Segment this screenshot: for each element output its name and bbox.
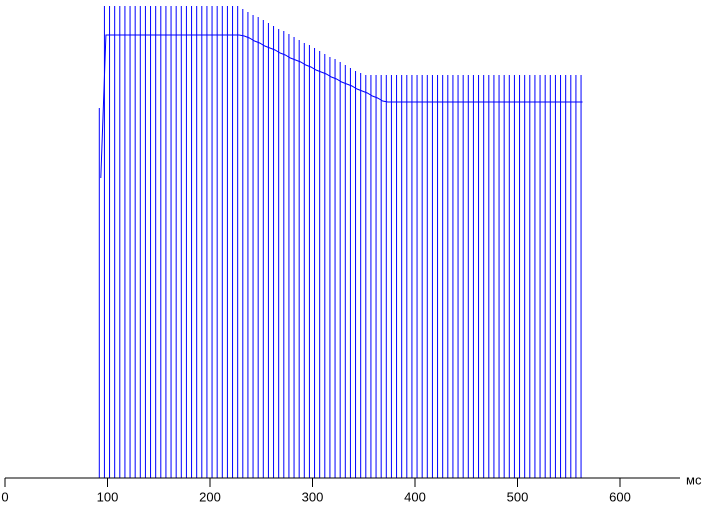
x-tick-label: 500: [507, 489, 529, 504]
x-axis-label: мс: [686, 472, 702, 487]
x-tick-label: 400: [404, 489, 426, 504]
x-tick-label: 0: [1, 489, 8, 504]
x-tick-label: 300: [302, 489, 324, 504]
x-tick-label: 600: [609, 489, 631, 504]
x-tick-label: 200: [199, 489, 221, 504]
x-tick-label: 100: [97, 489, 119, 504]
plateau-line: [100, 34, 583, 179]
